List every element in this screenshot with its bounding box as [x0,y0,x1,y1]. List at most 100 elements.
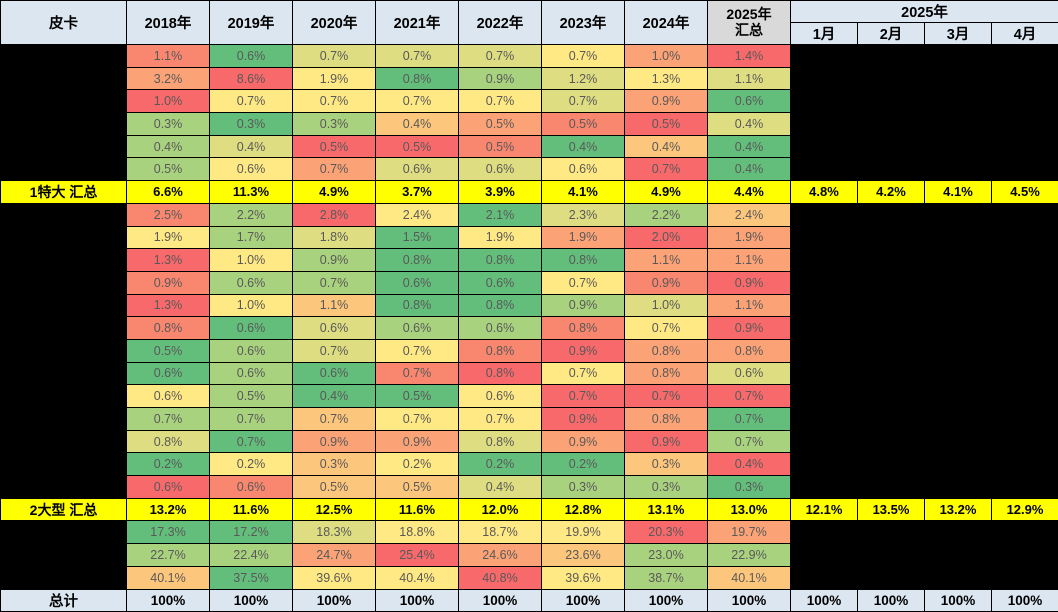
summary-month-cell[interactable]: 4.2% [858,181,925,204]
value-cell[interactable]: 0.4% [293,385,376,408]
months-group-header[interactable]: 2025年 [791,1,1058,23]
year-header-2023[interactable]: 2023年 [542,1,625,45]
total-month-cell[interactable]: 100% [791,589,858,612]
value-cell[interactable]: 2.3% [542,203,625,226]
summary-2025-header[interactable]: 2025年 汇总 [708,1,791,45]
total-value-cell[interactable]: 100% [459,589,542,612]
summary-month-cell[interactable]: 4.5% [992,181,1058,204]
value-cell[interactable]: 0.6% [376,317,459,340]
value-cell[interactable]: 0.5% [293,476,376,499]
value-cell[interactable]: 0.3% [293,113,376,136]
value-cell[interactable]: 1.1% [708,249,791,272]
value-cell[interactable]: 0.7% [210,408,293,431]
summary-value-cell[interactable]: 12.0% [459,498,542,521]
value-cell[interactable]: 0.7% [210,430,293,453]
value-cell[interactable]: 0.7% [293,339,376,362]
value-cell[interactable]: 0.6% [376,158,459,181]
value-cell[interactable]: 0.4% [127,135,210,158]
value-cell[interactable]: 1.1% [625,249,708,272]
value-cell[interactable]: 0.3% [542,476,625,499]
value-cell[interactable]: 24.6% [459,544,542,567]
value-cell[interactable]: 0.8% [542,317,625,340]
value-cell[interactable]: 1.3% [625,67,708,90]
value-cell[interactable]: 0.7% [293,408,376,431]
value-cell[interactable]: 0.6% [127,362,210,385]
value-cell[interactable]: 1.0% [210,294,293,317]
value-cell[interactable]: 0.4% [708,113,791,136]
value-cell[interactable]: 40.1% [127,566,210,589]
value-cell[interactable]: 1.3% [127,249,210,272]
total-value-cell[interactable]: 100% [210,589,293,612]
value-cell[interactable]: 0.5% [625,113,708,136]
value-cell[interactable]: 19.9% [542,521,625,544]
value-cell[interactable]: 0.2% [376,453,459,476]
value-cell[interactable]: 0.8% [459,249,542,272]
value-cell[interactable]: 0.6% [708,362,791,385]
value-cell[interactable]: 40.4% [376,566,459,589]
value-cell[interactable]: 0.5% [459,135,542,158]
value-cell[interactable]: 2.8% [293,203,376,226]
value-cell[interactable]: 0.6% [293,362,376,385]
value-cell[interactable]: 0.7% [376,90,459,113]
value-cell[interactable]: 0.5% [127,158,210,181]
value-cell[interactable]: 1.0% [210,249,293,272]
total-value-cell[interactable]: 100% [376,589,459,612]
year-header-2018[interactable]: 2018年 [127,1,210,45]
value-cell[interactable]: 0.2% [542,453,625,476]
value-cell[interactable]: 0.8% [459,339,542,362]
value-cell[interactable]: 0.6% [459,271,542,294]
summary-value-cell[interactable]: 11.6% [376,498,459,521]
value-cell[interactable]: 0.7% [708,385,791,408]
value-cell[interactable]: 2.1% [459,203,542,226]
value-cell[interactable]: 0.3% [625,476,708,499]
value-cell[interactable]: 0.8% [625,408,708,431]
value-cell[interactable]: 20.3% [625,521,708,544]
summary-value-cell[interactable]: 6.6% [127,181,210,204]
value-cell[interactable]: 0.5% [376,385,459,408]
value-cell[interactable]: 0.4% [708,158,791,181]
value-cell[interactable]: 0.4% [376,113,459,136]
value-cell[interactable]: 0.8% [459,430,542,453]
value-cell[interactable]: 0.7% [542,362,625,385]
value-cell[interactable]: 40.8% [459,566,542,589]
value-cell[interactable]: 0.7% [293,271,376,294]
value-cell[interactable]: 1.9% [293,67,376,90]
value-cell[interactable]: 0.8% [376,249,459,272]
value-cell[interactable]: 37.5% [210,566,293,589]
summary-value-cell[interactable]: 13.0% [708,498,791,521]
value-cell[interactable]: 0.3% [210,113,293,136]
summary-value-cell[interactable]: 4.1% [542,181,625,204]
year-header-2019[interactable]: 2019年 [210,1,293,45]
summary-row-label[interactable]: 2大型 汇总 [1,498,127,521]
total-month-cell[interactable]: 100% [992,589,1058,612]
value-cell[interactable]: 22.9% [708,544,791,567]
value-cell[interactable]: 0.7% [542,45,625,68]
value-cell[interactable]: 1.0% [625,294,708,317]
month-header-mar[interactable]: 3月 [925,23,992,45]
summary-value-cell[interactable]: 3.9% [459,181,542,204]
summary-month-cell[interactable]: 12.9% [992,498,1058,521]
summary-value-cell[interactable]: 13.1% [625,498,708,521]
value-cell[interactable]: 0.8% [127,430,210,453]
corner-header[interactable]: 皮卡 [1,1,127,45]
value-cell[interactable]: 0.7% [625,385,708,408]
summary-value-cell[interactable]: 12.5% [293,498,376,521]
value-cell[interactable]: 0.7% [376,362,459,385]
value-cell[interactable]: 0.7% [625,317,708,340]
value-cell[interactable]: 1.5% [376,226,459,249]
value-cell[interactable]: 0.9% [708,271,791,294]
total-value-cell[interactable]: 100% [127,589,210,612]
value-cell[interactable]: 0.6% [459,158,542,181]
value-cell[interactable]: 0.7% [293,45,376,68]
value-cell[interactable]: 0.4% [210,135,293,158]
summary-value-cell[interactable]: 4.9% [293,181,376,204]
year-header-2021[interactable]: 2021年 [376,1,459,45]
value-cell[interactable]: 1.4% [708,45,791,68]
value-cell[interactable]: 18.3% [293,521,376,544]
summary-value-cell[interactable]: 13.2% [127,498,210,521]
value-cell[interactable]: 0.9% [708,317,791,340]
value-cell[interactable]: 1.9% [127,226,210,249]
value-cell[interactable]: 0.8% [459,294,542,317]
value-cell[interactable]: 0.6% [293,317,376,340]
value-cell[interactable]: 0.9% [293,249,376,272]
